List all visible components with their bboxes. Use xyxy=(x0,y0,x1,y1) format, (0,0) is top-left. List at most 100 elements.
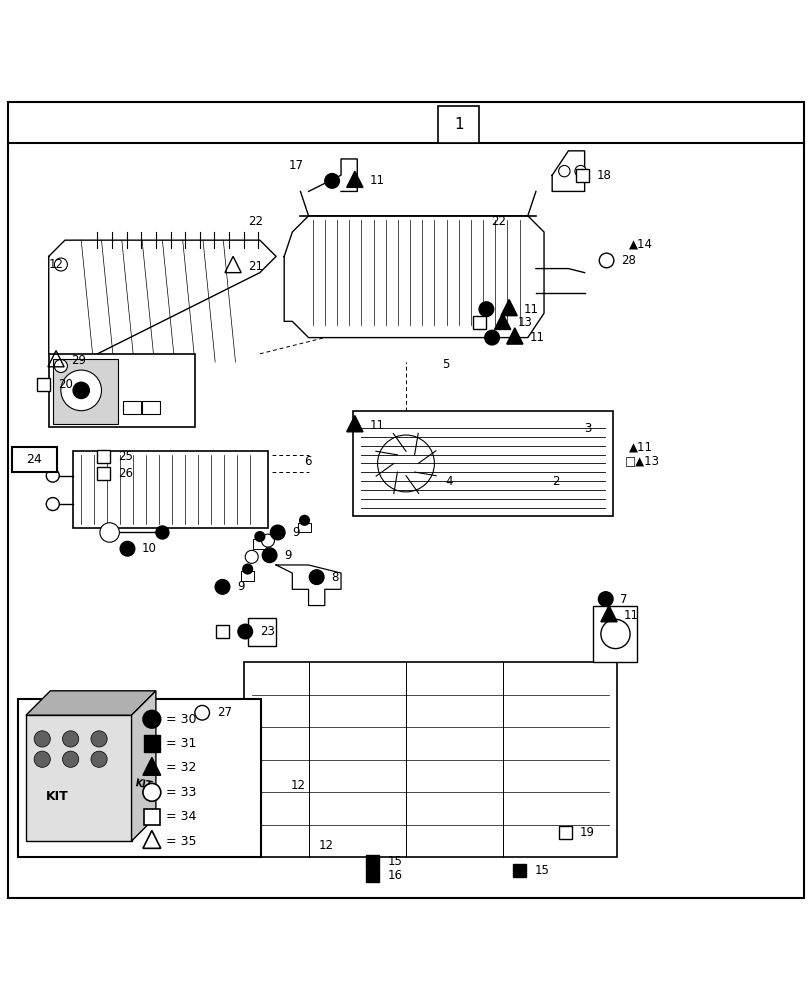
Text: 28: 28 xyxy=(620,254,635,267)
Circle shape xyxy=(309,570,324,584)
Circle shape xyxy=(91,751,107,767)
Circle shape xyxy=(156,526,169,539)
Bar xyxy=(366,869,379,882)
Circle shape xyxy=(270,525,285,540)
Circle shape xyxy=(261,534,274,547)
Bar xyxy=(216,625,229,638)
Circle shape xyxy=(245,550,258,563)
Polygon shape xyxy=(26,691,156,715)
Text: 19: 19 xyxy=(579,826,594,839)
Circle shape xyxy=(255,532,264,541)
Text: 25: 25 xyxy=(118,450,132,463)
Circle shape xyxy=(599,253,613,268)
Text: 9: 9 xyxy=(284,549,291,562)
Circle shape xyxy=(46,498,59,511)
Bar xyxy=(144,735,160,752)
Bar xyxy=(12,447,57,472)
Circle shape xyxy=(215,580,230,594)
Text: 22: 22 xyxy=(247,215,262,228)
Circle shape xyxy=(143,710,161,728)
Text: KIT: KIT xyxy=(46,790,69,803)
Bar xyxy=(253,539,266,549)
Text: 11: 11 xyxy=(369,419,384,432)
Text: = 34: = 34 xyxy=(166,810,196,823)
Bar xyxy=(353,411,612,516)
Circle shape xyxy=(143,783,161,801)
Bar xyxy=(438,106,478,143)
Polygon shape xyxy=(346,416,363,432)
Circle shape xyxy=(62,751,79,767)
Text: 17: 17 xyxy=(288,159,303,172)
Circle shape xyxy=(324,174,339,188)
Text: 18: 18 xyxy=(596,169,611,182)
Text: = 30: = 30 xyxy=(166,713,197,726)
Circle shape xyxy=(100,523,119,542)
Circle shape xyxy=(262,548,277,563)
Text: 15: 15 xyxy=(534,864,548,877)
Text: 4: 4 xyxy=(444,475,452,488)
Circle shape xyxy=(478,302,493,316)
Text: 7: 7 xyxy=(620,593,627,606)
Polygon shape xyxy=(600,606,616,622)
Bar xyxy=(53,359,118,424)
Text: ▲14: ▲14 xyxy=(629,238,653,251)
Circle shape xyxy=(54,258,67,271)
Polygon shape xyxy=(500,299,517,316)
Circle shape xyxy=(46,469,59,482)
Circle shape xyxy=(299,515,309,525)
Bar xyxy=(144,809,160,825)
Text: 9: 9 xyxy=(292,526,299,539)
Text: = 33: = 33 xyxy=(166,786,196,799)
Circle shape xyxy=(558,165,569,177)
Text: 1: 1 xyxy=(453,117,463,132)
Polygon shape xyxy=(143,757,161,775)
Text: 27: 27 xyxy=(217,706,231,719)
Bar xyxy=(49,354,195,427)
Bar xyxy=(243,662,616,857)
Circle shape xyxy=(238,624,252,639)
Bar xyxy=(37,378,50,391)
Circle shape xyxy=(357,415,454,512)
Circle shape xyxy=(484,330,499,345)
Text: 11: 11 xyxy=(523,303,538,316)
Bar xyxy=(123,401,141,414)
Text: 12: 12 xyxy=(318,839,333,852)
Bar xyxy=(18,699,261,857)
Text: 11: 11 xyxy=(623,609,637,622)
Text: 22: 22 xyxy=(491,215,505,228)
Text: 5: 5 xyxy=(442,358,449,371)
Circle shape xyxy=(61,370,101,411)
Circle shape xyxy=(598,592,612,606)
Text: 24: 24 xyxy=(26,453,42,466)
Polygon shape xyxy=(506,328,522,344)
Text: 13: 13 xyxy=(517,316,531,329)
Circle shape xyxy=(195,705,209,720)
Text: 11: 11 xyxy=(369,174,384,187)
Text: 11: 11 xyxy=(529,331,543,344)
Circle shape xyxy=(91,731,107,747)
Bar xyxy=(366,855,379,868)
Text: 10: 10 xyxy=(142,542,157,555)
Text: 21: 21 xyxy=(247,260,262,273)
Circle shape xyxy=(34,751,50,767)
Text: 12: 12 xyxy=(290,779,305,792)
Bar xyxy=(73,451,268,528)
Text: 12: 12 xyxy=(49,258,63,271)
Text: = 31: = 31 xyxy=(166,737,196,750)
Text: 20: 20 xyxy=(58,378,73,391)
Bar xyxy=(513,864,526,877)
Text: KIT: KIT xyxy=(134,778,153,791)
Bar xyxy=(26,715,131,841)
Circle shape xyxy=(600,619,629,649)
Text: = 35: = 35 xyxy=(166,835,197,848)
Circle shape xyxy=(574,165,586,177)
Bar xyxy=(298,523,311,532)
Circle shape xyxy=(54,360,67,373)
Circle shape xyxy=(62,731,79,747)
Bar xyxy=(247,618,276,646)
Bar xyxy=(241,571,254,581)
Polygon shape xyxy=(346,171,363,187)
Bar xyxy=(142,401,160,414)
Circle shape xyxy=(377,435,434,492)
Bar xyxy=(592,606,637,662)
